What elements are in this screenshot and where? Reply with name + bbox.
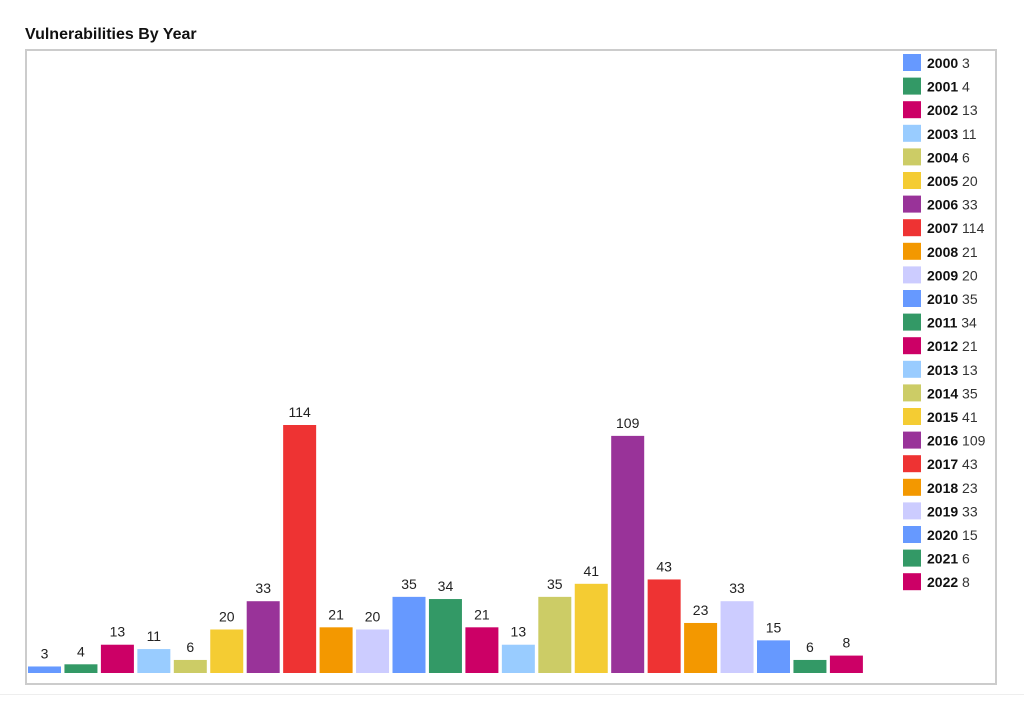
legend-entry-2018: 2018 23 bbox=[927, 480, 978, 496]
legend-entry-2001: 2001 4 bbox=[927, 79, 970, 95]
legend-entry-2009: 2009 20 bbox=[927, 267, 978, 283]
legend-entry-2000: 2000 3 bbox=[927, 55, 970, 71]
legend-swatch-2018 bbox=[903, 478, 921, 496]
bar-2013 bbox=[501, 644, 535, 673]
bar-2007 bbox=[283, 425, 317, 673]
legend-entry-2008: 2008 21 bbox=[927, 244, 978, 260]
legend-swatch-2004 bbox=[903, 148, 921, 166]
data-label-2004: 6 bbox=[186, 639, 194, 655]
data-label-2021: 6 bbox=[806, 639, 814, 655]
legend-swatch-2000 bbox=[903, 54, 921, 71]
legend-swatch-2006 bbox=[903, 195, 921, 213]
data-label-2002: 13 bbox=[110, 624, 126, 640]
bar-2001 bbox=[64, 664, 98, 673]
data-label-2009: 20 bbox=[365, 608, 381, 624]
bar-2006 bbox=[246, 601, 280, 673]
data-label-2006: 33 bbox=[255, 580, 271, 596]
bar-2005 bbox=[210, 629, 244, 673]
legend-entry-2002: 2002 13 bbox=[927, 102, 978, 118]
bar-2008 bbox=[319, 627, 353, 673]
legend-entry-2020: 2020 15 bbox=[927, 527, 978, 543]
legend-entry-2004: 2004 6 bbox=[927, 149, 970, 165]
data-label-2014: 35 bbox=[547, 576, 563, 592]
data-label-2016: 109 bbox=[616, 415, 640, 431]
bar-2012 bbox=[465, 627, 499, 673]
legend-swatch-2010 bbox=[903, 290, 921, 307]
data-label-2007: 114 bbox=[288, 404, 311, 420]
data-label-2015: 41 bbox=[583, 563, 599, 579]
data-label-2019: 33 bbox=[729, 580, 745, 596]
legend-swatch-2014 bbox=[903, 384, 921, 402]
legend-entry-2017: 2017 43 bbox=[927, 456, 978, 472]
bar-2004 bbox=[173, 659, 207, 673]
legend-entry-2022: 2022 8 bbox=[927, 574, 970, 590]
legend-entry-2019: 2019 33 bbox=[927, 503, 978, 519]
legend-entry-2012: 2012 21 bbox=[927, 338, 978, 354]
bar-2011 bbox=[428, 599, 462, 673]
legend-entry-2005: 2005 20 bbox=[927, 173, 978, 189]
data-label-2012: 21 bbox=[474, 606, 490, 622]
legend-entry-2015: 2015 41 bbox=[927, 409, 978, 425]
data-label-2022: 8 bbox=[843, 635, 851, 651]
data-label-2008: 21 bbox=[328, 606, 344, 622]
legend-entry-2003: 2003 11 bbox=[927, 126, 977, 142]
bar-2016 bbox=[611, 435, 645, 673]
legend-swatch-2001 bbox=[903, 77, 921, 95]
legend-entry-2014: 2014 35 bbox=[927, 385, 978, 401]
chart-title: Vulnerabilities By Year bbox=[25, 26, 197, 43]
divider bbox=[0, 694, 1024, 695]
data-label-2010: 35 bbox=[401, 576, 417, 592]
legend-swatch-2016 bbox=[903, 431, 921, 449]
legend-swatch-2015 bbox=[903, 408, 921, 425]
bar-2000 bbox=[28, 666, 61, 673]
legend-swatch-2002 bbox=[903, 101, 921, 119]
legend-swatch-2003 bbox=[903, 124, 921, 142]
bar-2020 bbox=[757, 640, 790, 673]
legend-entry-2016: 2016 109 bbox=[927, 433, 986, 449]
bar-2002 bbox=[100, 644, 134, 673]
legend-swatch-2012 bbox=[903, 337, 921, 355]
data-label-2017: 43 bbox=[656, 558, 672, 574]
bar-2018 bbox=[684, 622, 718, 673]
legend-swatch-2019 bbox=[903, 502, 921, 520]
legend-swatch-2009 bbox=[903, 266, 921, 284]
data-label-2018: 23 bbox=[693, 602, 709, 618]
bar-2021 bbox=[793, 659, 827, 673]
data-label-2013: 13 bbox=[511, 624, 527, 640]
data-label-2000: 3 bbox=[41, 645, 49, 661]
legend-swatch-2005 bbox=[903, 172, 921, 189]
bar-2022 bbox=[829, 655, 863, 673]
legend-swatch-2007 bbox=[903, 219, 921, 237]
bar-2019 bbox=[720, 601, 754, 673]
legend-entry-2011: 2011 34 bbox=[927, 315, 977, 331]
chart-frame bbox=[25, 49, 997, 685]
bar-2009 bbox=[356, 629, 390, 673]
bar-2015 bbox=[574, 583, 608, 673]
legend-entry-2021: 2021 6 bbox=[927, 551, 970, 567]
data-label-2011: 34 bbox=[438, 578, 454, 594]
data-label-2005: 20 bbox=[219, 608, 235, 624]
legend-swatch-2021 bbox=[903, 549, 921, 567]
legend-swatch-2013 bbox=[903, 360, 921, 378]
legend-swatch-2022 bbox=[903, 573, 921, 591]
legend-entry-2010: 2010 35 bbox=[927, 291, 978, 307]
legend-swatch-2008 bbox=[903, 242, 921, 260]
legend-swatch-2017 bbox=[903, 455, 921, 473]
bar-2003 bbox=[137, 649, 171, 673]
legend-swatch-2011 bbox=[903, 313, 921, 331]
legend-entry-2007: 2007 114 bbox=[927, 220, 985, 236]
legend-swatch-2020 bbox=[903, 526, 921, 543]
legend-entry-2013: 2013 13 bbox=[927, 362, 978, 378]
bar-2014 bbox=[538, 596, 572, 673]
data-label-2001: 4 bbox=[77, 643, 85, 659]
legend-entry-2006: 2006 33 bbox=[927, 197, 978, 213]
bar-2017 bbox=[647, 579, 681, 673]
data-label-2003: 11 bbox=[147, 628, 162, 644]
data-label-2020: 15 bbox=[766, 619, 782, 635]
bar-2010 bbox=[392, 596, 426, 673]
